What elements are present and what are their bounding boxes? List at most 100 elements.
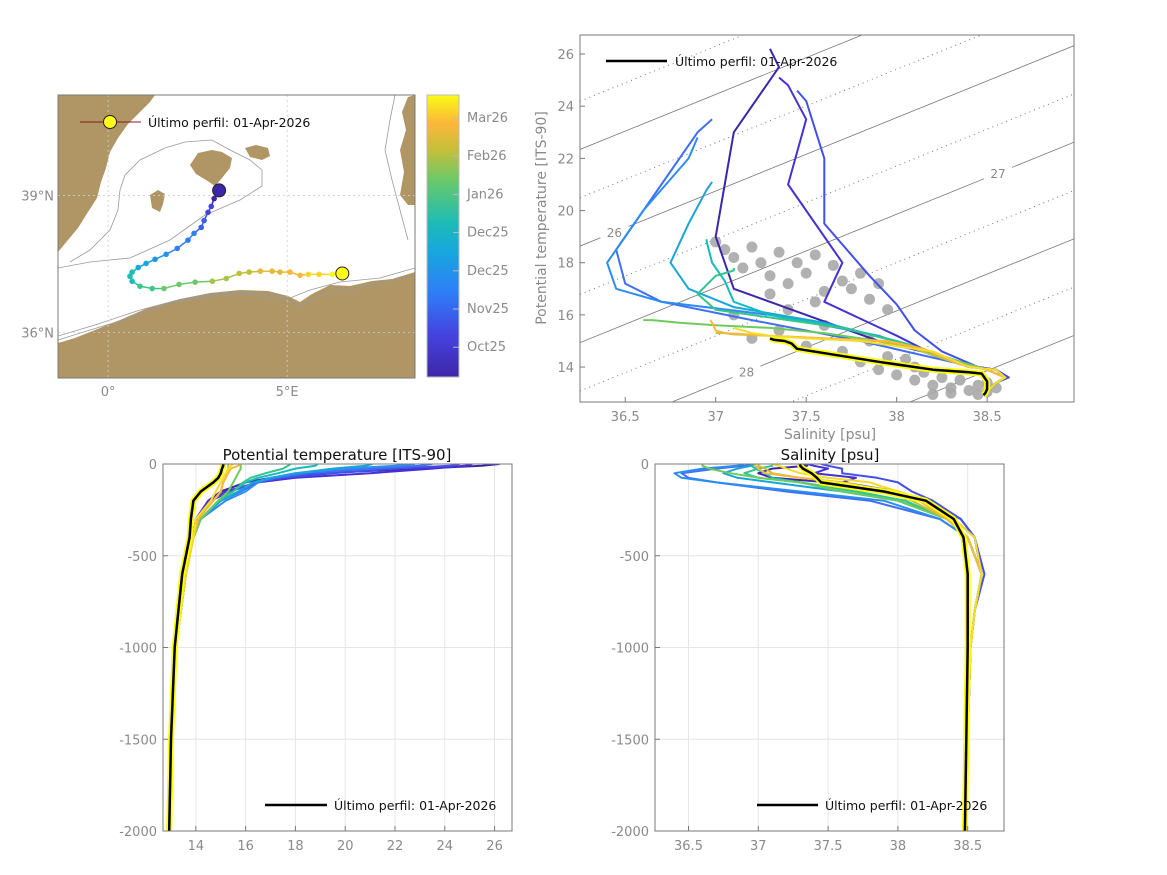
- track-point: [143, 260, 149, 267]
- isoline-label-bg: [600, 222, 629, 241]
- track-start-marker: [212, 183, 227, 198]
- climatology-point: [891, 369, 903, 381]
- track-point: [163, 251, 169, 258]
- climatology-point: [900, 353, 912, 365]
- track-point: [257, 268, 264, 274]
- track-point: [205, 209, 211, 216]
- climatology-point: [882, 351, 894, 363]
- ts-profiles: [606, 48, 1010, 398]
- x-tick-label: 22: [387, 839, 404, 854]
- x-tick-label: 37: [750, 839, 767, 854]
- land: [58, 95, 415, 378]
- map-frame: [57, 94, 416, 379]
- salinity-panel: 36.5 37 37.5 38 38.5 0 -500 -1000 -1500 -2000 Sal…: [611, 446, 1005, 854]
- track-point: [277, 269, 283, 275]
- climatology-point: [909, 374, 921, 386]
- map-xtick-label: 0°: [101, 385, 116, 400]
- x-tick-label: 38.5: [953, 839, 982, 854]
- bathymetry-contours: [58, 95, 415, 341]
- climatology-point: [755, 257, 767, 269]
- climatology-point: [746, 241, 758, 253]
- climatology-point: [836, 275, 848, 287]
- y-tick-label: -500: [127, 550, 157, 565]
- track-point: [287, 269, 293, 275]
- colorbar-label: Dec25: [467, 226, 509, 241]
- track-point: [174, 245, 181, 252]
- ts-xlabel: Salinity [psu]: [784, 427, 876, 443]
- isoline-label-bg: [874, 15, 902, 33]
- salinity-legend-label: Último perfil: 01-Apr-2026: [825, 798, 987, 813]
- track-point: [129, 278, 135, 285]
- salinity-title: Salinity [psu]: [781, 446, 880, 464]
- track-point: [137, 283, 143, 290]
- float-track: [127, 183, 350, 292]
- map-gridlines: [58, 95, 415, 378]
- colorbar-label: Mar26: [467, 111, 508, 126]
- x-tick-label: 24: [437, 839, 454, 854]
- ts-legend-label: Último perfil: 01-Apr-2026: [675, 54, 837, 69]
- x-tick-label: 37.5: [814, 839, 843, 854]
- land-mallorca: [190, 150, 232, 186]
- density-isoline: [580, 35, 864, 150]
- track-point: [211, 195, 217, 202]
- y-tick-label: 14: [557, 361, 574, 376]
- map-legend-label: Último perfil: 01-Apr-2026: [148, 115, 310, 130]
- climatology-point: [873, 278, 885, 290]
- climatology-point: [827, 259, 839, 271]
- isoline-label: 28: [739, 366, 754, 380]
- y-tick-label: 18: [557, 257, 574, 272]
- track-point: [185, 237, 191, 243]
- track-point: [129, 269, 135, 275]
- x-tick-label: 36.5: [674, 839, 703, 854]
- climatology-point: [845, 283, 857, 295]
- ts-frame: [579, 34, 1075, 403]
- track-segment: [195, 280, 213, 283]
- climatology-point: [945, 387, 957, 399]
- track-point: [305, 271, 312, 278]
- isoline-label: 25: [880, 19, 895, 33]
- track-last-marker: [335, 266, 350, 281]
- climatology-point: [782, 278, 794, 290]
- y-tick-label: 24: [557, 100, 574, 115]
- track-point: [176, 281, 182, 288]
- x-tick-label: 26: [486, 839, 503, 854]
- land-sardinia: [400, 95, 415, 205]
- isoline-label: 27: [990, 167, 1005, 181]
- y-tick-label: -500: [619, 550, 649, 565]
- salinity-last-profile-line: [798, 464, 969, 831]
- map-legend: Último perfil: 01-Apr-2026: [80, 115, 310, 130]
- track-point: [191, 230, 197, 237]
- colorbar-label: Jan26: [466, 187, 504, 202]
- colorbar: Mar26 Feb26 Jan26 Dec25 Dec25 Nov25 Oct25: [426, 94, 509, 378]
- x-tick-label: 38: [888, 410, 905, 425]
- climatology-point: [728, 251, 740, 263]
- climatology-point: [972, 379, 984, 391]
- y-tick-label: 20: [557, 205, 574, 220]
- map-panel: 0° 5°E 36°N 39°N Último perfil: 01-Apr-2026…: [21, 94, 509, 400]
- track-point: [135, 264, 142, 271]
- y-tick-label: 0: [149, 458, 157, 473]
- climatology-point: [927, 379, 939, 391]
- climatology-point: [963, 385, 975, 397]
- temperature-last-profile-line: [167, 464, 225, 831]
- x-tick-label: 38.5: [973, 410, 1002, 425]
- climatology-point: [972, 388, 984, 400]
- y-tick-label: 0: [641, 458, 649, 473]
- climatology-point: [873, 364, 885, 376]
- track-point: [127, 273, 133, 280]
- track-point: [269, 268, 275, 274]
- climatology-point: [854, 267, 866, 279]
- map-ytick-label: 36°N: [21, 326, 54, 341]
- colorbar-label: Feb26: [467, 149, 507, 164]
- x-tick-label: 36.5: [611, 410, 640, 425]
- salinity-ticks: 36.5 37 37.5 38 38.5 0 -500 -1000 -1500 -2000: [611, 458, 982, 854]
- isoline-label-bg: [984, 163, 1012, 182]
- climatology-point: [927, 388, 939, 400]
- track-point: [209, 278, 216, 285]
- climatology-point: [882, 304, 894, 316]
- y-tick-label: -1000: [611, 642, 649, 657]
- climatology-point: [764, 270, 776, 282]
- legend-marker: [103, 115, 117, 129]
- x-tick-label: 20: [337, 839, 354, 854]
